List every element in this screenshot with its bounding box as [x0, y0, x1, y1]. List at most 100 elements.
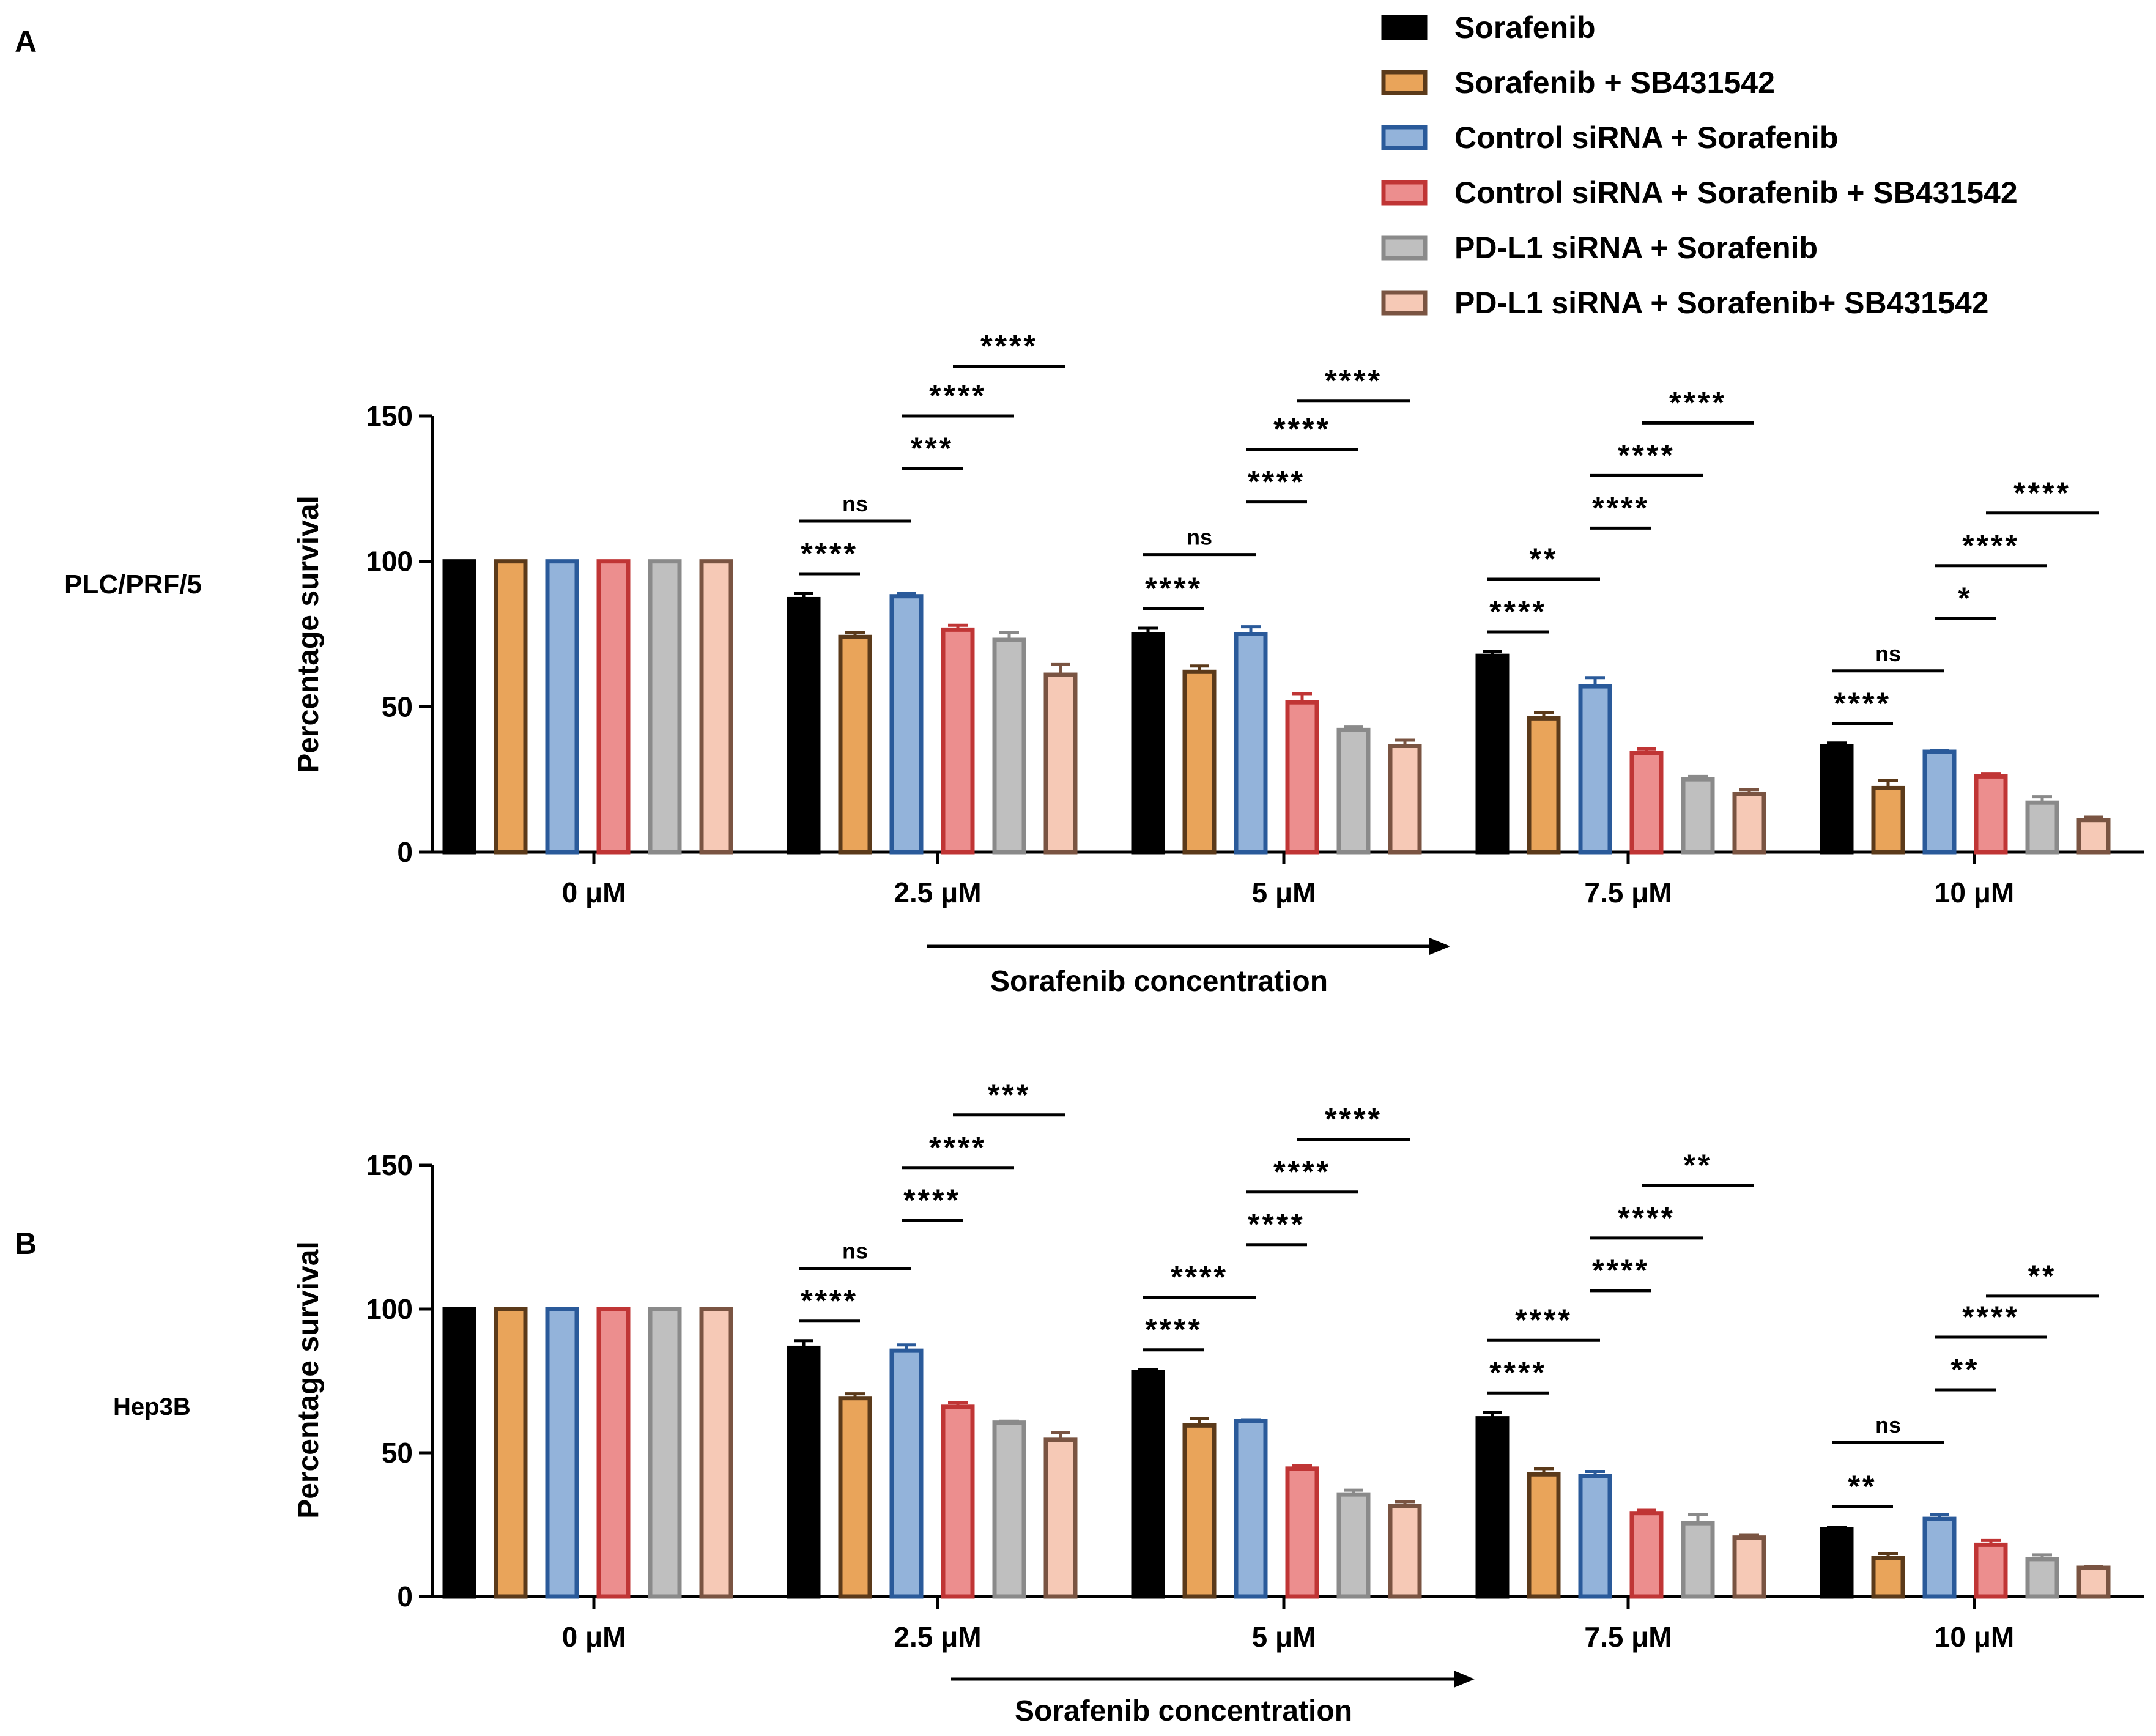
- legend-label: PD-L1 siRNA + Sorafenib+ SB431542: [1454, 286, 1989, 320]
- significance-label: ****: [1618, 1201, 1675, 1235]
- legend-swatch: [1381, 15, 1428, 40]
- bar: [1922, 749, 1957, 855]
- y-tick-label: 100: [366, 1293, 413, 1325]
- significance-label: ****: [903, 1183, 961, 1217]
- bar: [2025, 1557, 2059, 1599]
- panel-label-b: B: [15, 1226, 37, 1261]
- y-axis-label: Percentage survival: [292, 1241, 325, 1519]
- significance-label: ****: [1592, 491, 1650, 525]
- cell-line-label-a: PLC/PRF/5: [64, 569, 202, 599]
- legend-label: Sorafenib + SB431542: [1454, 65, 1775, 100]
- bar: [1182, 669, 1217, 855]
- bar: [787, 1345, 821, 1599]
- x-tick-label: 2.5 μM: [894, 877, 981, 908]
- bar: [889, 594, 924, 855]
- x-tick-label: 0 μM: [562, 877, 626, 908]
- bar: [1732, 1535, 1766, 1599]
- significance-label: ns: [842, 491, 868, 516]
- y-tick-label: 100: [366, 546, 413, 577]
- legend-swatch: [1381, 235, 1428, 261]
- x-tick-label: 2.5 μM: [894, 1621, 981, 1653]
- bar: [1820, 744, 1854, 855]
- cell-line-label-b: Hep3B: [113, 1393, 191, 1420]
- significance-label: ****: [1145, 571, 1202, 606]
- y-tick-label: 150: [366, 1149, 413, 1181]
- legend-swatch: [1381, 290, 1428, 316]
- significance-label: ns: [1875, 1412, 1901, 1437]
- significance-label: ****: [801, 536, 858, 571]
- significance-label: ****: [2013, 476, 2071, 510]
- bar: [494, 559, 528, 855]
- bar: [442, 559, 476, 855]
- y-tick-label: 0: [397, 836, 413, 868]
- x-tick-label: 5 μM: [1252, 1621, 1316, 1653]
- bar: [992, 1420, 1026, 1599]
- bar: [1182, 1423, 1217, 1599]
- bar: [787, 596, 821, 855]
- bar: [494, 1307, 528, 1599]
- significance-label: ****: [1515, 1303, 1573, 1337]
- significance-label: **: [1951, 1352, 1980, 1387]
- chart-panel-b: 0 50 100 150 Percentage survival 0 μM 2.5 μM 5 …: [292, 1078, 2144, 1727]
- bar: [1285, 1466, 1319, 1599]
- bar: [1629, 1511, 1664, 1599]
- significance-label: **: [1684, 1148, 1713, 1182]
- x-tick-label: 7.5 μM: [1584, 877, 1672, 908]
- bar: [1820, 1527, 1854, 1599]
- bar: [2076, 1565, 2111, 1599]
- bar: [699, 559, 733, 855]
- bar: [838, 634, 872, 855]
- bar: [941, 627, 975, 855]
- x-axis-label: Sorafenib concentration: [1015, 1695, 1352, 1727]
- bar: [1131, 1370, 1165, 1599]
- bar: [545, 1307, 579, 1599]
- bar: [1043, 672, 1078, 855]
- x-tick-label: 10 μM: [1935, 1621, 2014, 1653]
- bar: [1336, 1492, 1371, 1599]
- bar: [1475, 653, 1510, 855]
- bar: [1871, 1556, 1905, 1599]
- bar: [1336, 727, 1371, 855]
- bar: [1131, 632, 1165, 855]
- bar: [1234, 1419, 1268, 1599]
- legend-swatch: [1381, 125, 1428, 150]
- significance-label: **: [1848, 1469, 1877, 1504]
- bar: [1475, 1416, 1510, 1599]
- bar: [1527, 1472, 1561, 1599]
- bar: [1629, 751, 1664, 855]
- significance-label: ****: [1248, 1207, 1305, 1242]
- bar: [2025, 800, 2059, 855]
- bar: [596, 1307, 631, 1599]
- bar: [545, 559, 579, 855]
- legend-label: PD-L1 siRNA + Sorafenib: [1454, 231, 1818, 265]
- significance-label: ***: [988, 1078, 1031, 1112]
- bar: [1043, 1437, 1078, 1599]
- bar: [1388, 1504, 1422, 1599]
- x-tick-label: 0 μM: [562, 1621, 626, 1653]
- bar: [1922, 1516, 1957, 1599]
- significance-label: ****: [1669, 385, 1727, 420]
- significance-label: ****: [929, 1130, 987, 1165]
- bar: [1974, 1542, 2008, 1599]
- significance-label: ****: [1618, 438, 1675, 472]
- legend-label: Control siRNA + Sorafenib: [1454, 121, 1838, 155]
- y-axis-label: Percentage survival: [292, 495, 325, 773]
- significance-label: ****: [1962, 529, 2020, 563]
- bar: [699, 1307, 733, 1599]
- x-axis-label: Sorafenib concentration: [990, 965, 1328, 998]
- significance-label: ****: [1325, 1102, 1382, 1137]
- bar: [442, 1307, 476, 1599]
- bar: [648, 559, 682, 855]
- legend-swatch: [1381, 180, 1428, 206]
- significance-label: ns: [1187, 525, 1212, 550]
- chart-panel-a: 0 50 100 150 Percentage survival 0 μM 2.5 μM 5 …: [292, 329, 2144, 998]
- bar: [1578, 684, 1612, 855]
- bar: [1388, 744, 1422, 855]
- significance-label: ****: [980, 329, 1038, 363]
- significance-label: ****: [1489, 595, 1547, 629]
- significance-label: ***: [911, 431, 954, 466]
- x-tick-label: 5 μM: [1252, 877, 1316, 908]
- significance-label: *: [1958, 581, 1972, 615]
- x-tick-label: 10 μM: [1935, 877, 2014, 908]
